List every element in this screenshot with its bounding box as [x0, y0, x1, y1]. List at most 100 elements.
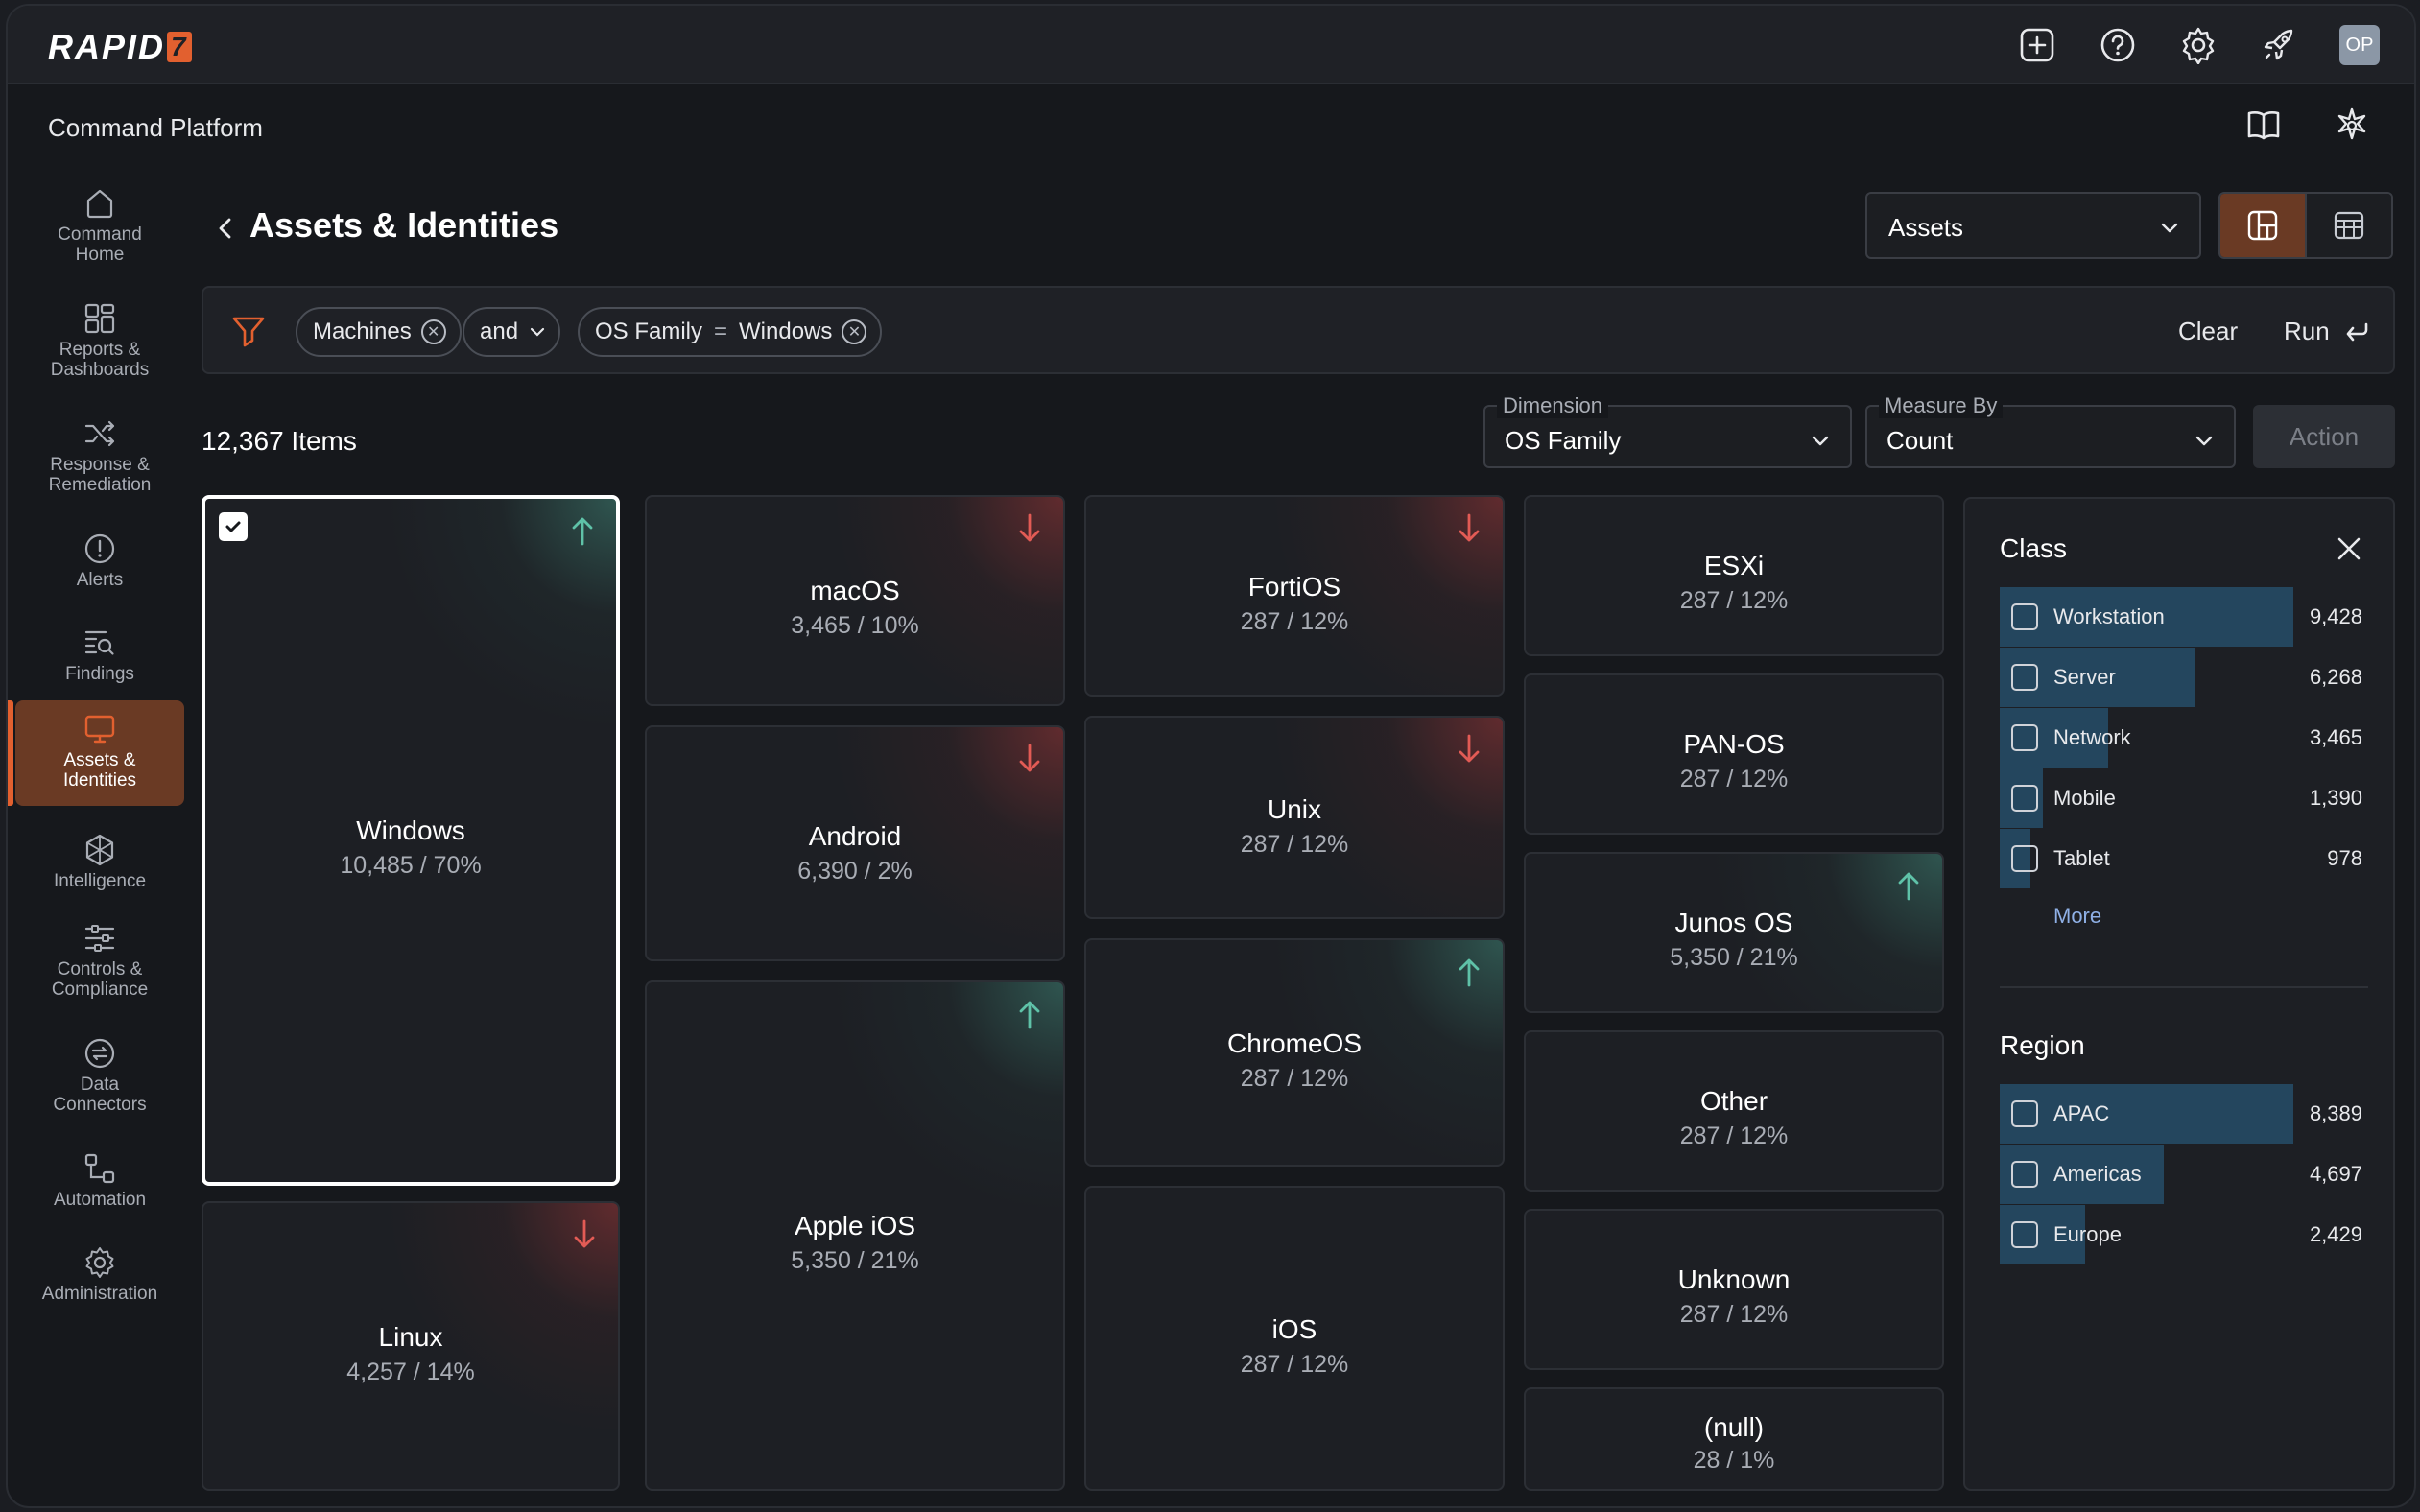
remove-chip-icon[interactable]: ✕ — [420, 319, 446, 344]
sidebar-item-findings[interactable]: Findings — [15, 614, 184, 720]
facet-row-network[interactable]: Network 3,465 — [2000, 708, 2362, 768]
facet-label: Mobile — [2053, 786, 2116, 810]
table-view-button[interactable] — [2305, 194, 2391, 257]
help-icon[interactable] — [2098, 25, 2138, 65]
chevron-down-icon — [530, 327, 545, 337]
add-icon[interactable] — [2017, 25, 2057, 65]
rocket-icon[interactable] — [2259, 25, 2299, 65]
treemap-tile-apple-ios[interactable]: Apple iOS 5,350 / 21% — [645, 980, 1065, 1491]
tile-value: 4,257 / 14% — [346, 1358, 475, 1385]
sidebar-item-data-connectors[interactable]: Data Connectors — [15, 1025, 184, 1130]
tile-value: 28 / 1% — [1693, 1447, 1775, 1474]
checkbox[interactable] — [2011, 724, 2038, 751]
treemap-tile-macos[interactable]: macOS 3,465 / 10% — [645, 495, 1065, 706]
treemap-tile-chromeos[interactable]: ChromeOS 287 / 12% — [1084, 938, 1505, 1167]
treemap-tile-unknown[interactable]: Unknown 287 / 12% — [1524, 1209, 1944, 1370]
treemap-tile-windows[interactable]: Windows 10,485 / 70% — [202, 495, 620, 1186]
tile-value: 287 / 12% — [1240, 1065, 1349, 1092]
action-button[interactable]: Action — [2253, 405, 2395, 468]
tile-value: 5,350 / 21% — [1670, 944, 1798, 971]
facet-label: Tablet — [2053, 846, 2110, 870]
treemap-tile-linux[interactable]: Linux 4,257 / 14% — [202, 1201, 620, 1491]
measure-by-select[interactable]: Measure By Count — [1865, 393, 2236, 468]
treemap-view-button[interactable] — [2220, 194, 2305, 257]
rapid7-logo[interactable]: RAPID 7 — [48, 27, 192, 67]
sidebar-item-administration[interactable]: Administration — [15, 1234, 184, 1339]
enter-return-icon — [2346, 322, 2368, 341]
facet-row-tablet[interactable]: Tablet 978 — [2000, 829, 2362, 888]
treemap-tile-esxi[interactable]: ESXi 287 / 12% — [1524, 495, 1944, 656]
sparkle-icon[interactable] — [2332, 106, 2372, 146]
treemap-tile-ios[interactable]: iOS 287 / 12% — [1084, 1186, 1505, 1491]
facet-bar — [2000, 708, 2108, 768]
settings-gear-icon[interactable] — [2178, 25, 2218, 65]
facet-row-americas[interactable]: Americas 4,697 — [2000, 1145, 2362, 1204]
filter-operator-select[interactable]: and — [463, 307, 561, 357]
trend-down-arrow-icon — [1019, 744, 1040, 772]
checkbox-checked-icon[interactable] — [219, 512, 248, 541]
treemap-tile-other[interactable]: Other 287 / 12% — [1524, 1030, 1944, 1192]
sidebar-item-label: Data Connectors — [53, 1075, 147, 1115]
sidebar-nav: Command Home Reports & Dashboards Respon… — [8, 169, 196, 1506]
monitor-icon — [81, 710, 119, 748]
sidebar-item-assets-identities[interactable]: Assets & Identities — [15, 700, 184, 806]
back-chevron-icon[interactable] — [211, 209, 240, 248]
tile-name: Android — [808, 821, 902, 851]
filter-chip-os-family[interactable]: OS Family = Windows ✕ — [578, 307, 883, 357]
trend-down-arrow-icon — [1459, 734, 1480, 763]
facet-row-server[interactable]: Server 6,268 — [2000, 648, 2362, 707]
facet-count: 8,389 — [2309, 1101, 2362, 1125]
facet-label: Network — [2053, 725, 2131, 749]
treemap-tile-junos-os[interactable]: Junos OS 5,350 / 21% — [1524, 852, 1944, 1013]
entity-type-select[interactable]: Assets — [1865, 192, 2201, 259]
checkbox[interactable] — [2011, 1221, 2038, 1248]
dimension-select[interactable]: Dimension OS Family — [1483, 393, 1852, 468]
sidebar-item-response-remediation[interactable]: Response & Remediation — [15, 405, 184, 510]
tile-value: 287 / 12% — [1679, 766, 1789, 792]
sidebar-item-reports-dashboards[interactable]: Reports & Dashboards — [15, 290, 184, 395]
tile-value: 5,350 / 21% — [791, 1247, 919, 1274]
sidebar-item-command-home[interactable]: Command Home — [15, 175, 184, 280]
checkbox[interactable] — [2011, 603, 2038, 630]
checkbox[interactable] — [2011, 1161, 2038, 1188]
trend-down-arrow-icon — [1019, 513, 1040, 542]
tile-name: Windows — [356, 815, 465, 845]
checkbox[interactable] — [2011, 664, 2038, 691]
facet-row-europe[interactable]: Europe 2,429 — [2000, 1205, 2362, 1264]
treemap-tile-null[interactable]: (null) 28 / 1% — [1524, 1387, 1944, 1491]
tile-name: FortiOS — [1247, 572, 1341, 602]
sidebar-item-alerts[interactable]: Alerts — [15, 520, 184, 626]
close-icon[interactable] — [2334, 533, 2364, 564]
checkbox[interactable] — [2011, 785, 2038, 812]
sidebar-item-automation[interactable]: Automation — [15, 1140, 184, 1245]
facet-row-workstation[interactable]: Workstation 9,428 — [2000, 587, 2362, 647]
checkbox[interactable] — [2011, 845, 2038, 872]
treemap-tile-android[interactable]: Android 6,390 / 2% — [645, 725, 1065, 961]
sidebar-item-intelligence[interactable]: Intelligence — [15, 821, 184, 927]
remove-chip-icon[interactable]: ✕ — [842, 319, 867, 344]
tile-name: Linux — [378, 1322, 443, 1352]
sidebar-item-controls-compliance[interactable]: Controls & Compliance — [15, 910, 184, 1015]
book-icon[interactable] — [2243, 106, 2284, 146]
clear-filter-button[interactable]: Clear — [2178, 317, 2239, 345]
filter-icon[interactable] — [230, 313, 267, 349]
treemap-tile-pan-os[interactable]: PAN-OS 287 / 12% — [1524, 673, 1944, 835]
sidebar-item-label: Reports & Dashboards — [50, 340, 150, 380]
facet-bar — [2000, 1084, 2293, 1144]
treemap-tile-unix[interactable]: Unix 287 / 12% — [1084, 716, 1505, 919]
chip-operator: = — [714, 319, 728, 344]
user-avatar[interactable]: OP — [2339, 25, 2380, 65]
facet-row-apac[interactable]: APAC 8,389 — [2000, 1084, 2362, 1144]
filter-chip-machines[interactable]: Machines ✕ — [296, 307, 462, 357]
tile-value: 287 / 12% — [1240, 1351, 1349, 1378]
treemap-tile-fortios[interactable]: FortiOS 287 / 12% — [1084, 495, 1505, 697]
sidebar-item-label: Automation — [53, 1190, 147, 1210]
more-link[interactable]: More — [2053, 904, 2102, 928]
facet-row-mobile[interactable]: Mobile 1,390 — [2000, 768, 2362, 828]
sidebar-item-label: Administration — [41, 1284, 158, 1304]
page-title: Assets & Identities — [249, 205, 559, 245]
run-query-button[interactable]: Run — [2284, 317, 2370, 346]
run-label: Run — [2284, 317, 2330, 345]
facet-count: 1,390 — [2309, 786, 2362, 810]
checkbox[interactable] — [2011, 1100, 2038, 1127]
